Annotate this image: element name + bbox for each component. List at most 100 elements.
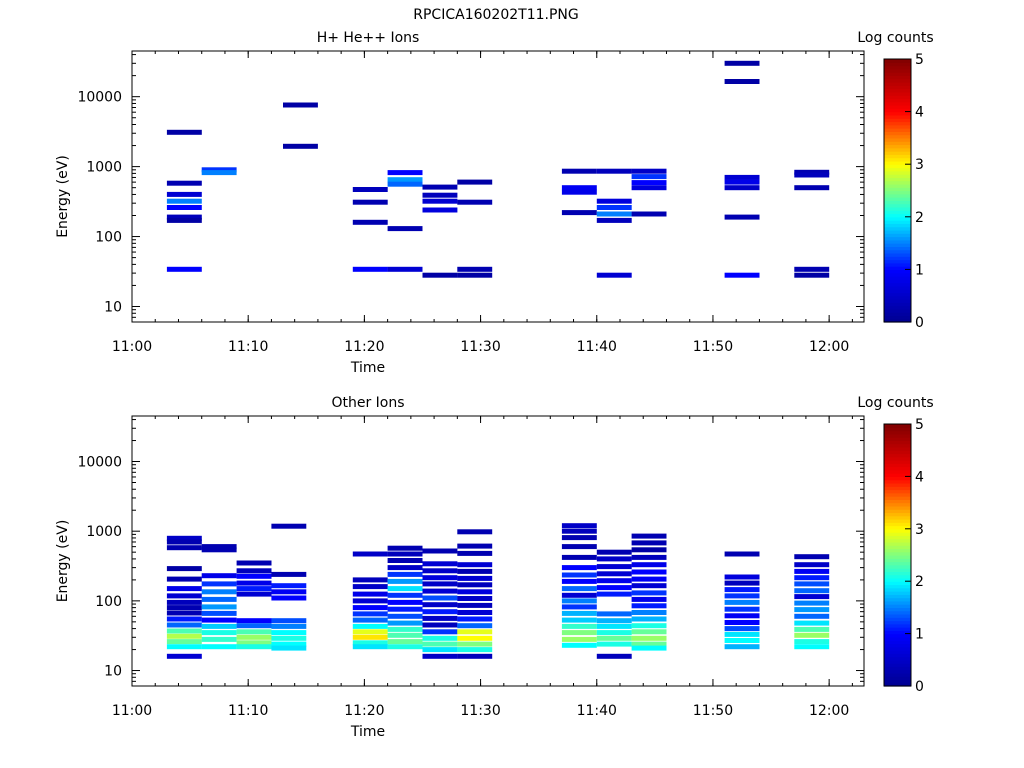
colorbar-step xyxy=(884,568,911,572)
heatmap-cell xyxy=(352,611,388,617)
colorbar-step xyxy=(884,183,911,188)
heatmap-cell xyxy=(387,558,423,563)
colorbar-step xyxy=(884,262,911,267)
colorbar-tick-label: 4 xyxy=(915,105,924,121)
heatmap-cell xyxy=(724,599,760,605)
figure-title: RPCICA160202T11.PNG xyxy=(413,7,578,23)
heatmap-cell xyxy=(794,588,830,594)
heatmap-cell xyxy=(387,226,423,232)
colorbar-step xyxy=(884,630,911,635)
heatmap-cell xyxy=(166,605,202,611)
heatmap-cell xyxy=(724,631,760,637)
heatmap-cell xyxy=(724,644,760,650)
colorbar-step xyxy=(884,682,911,687)
x-tick-label: 11:20 xyxy=(344,339,384,355)
x-tick-label: 11:50 xyxy=(693,339,733,355)
heatmap-cell xyxy=(457,582,493,588)
colorbar-step xyxy=(884,239,911,244)
heatmap-cell xyxy=(794,600,830,606)
heatmap-cell xyxy=(596,641,632,647)
heatmap-cell xyxy=(387,571,423,577)
heatmap-cell xyxy=(387,551,423,557)
heatmap-cell xyxy=(561,636,597,642)
colorbar-step xyxy=(884,124,911,129)
heatmap-cell xyxy=(422,609,458,615)
heatmap-cell xyxy=(236,640,272,646)
heatmap-cell xyxy=(596,585,632,591)
heatmap-cell xyxy=(201,544,237,550)
colorbar-step xyxy=(884,555,911,559)
heatmap-cell xyxy=(236,560,272,566)
heatmap-cell xyxy=(422,647,458,653)
colorbar-step xyxy=(884,440,911,445)
heatmap-cell xyxy=(596,591,632,597)
heatmap-cell xyxy=(596,630,632,636)
heatmap-cell xyxy=(236,629,272,635)
heatmap-cell xyxy=(352,584,388,590)
heatmap-cell xyxy=(201,170,237,176)
heatmap-cell xyxy=(794,632,830,638)
heatmap-cell xyxy=(283,143,318,149)
colorbar-step xyxy=(884,545,911,550)
colorbar-step xyxy=(884,134,911,139)
heatmap-cell xyxy=(724,574,760,580)
colorbar-step xyxy=(884,121,911,126)
colorbar: 0 1 2 3 4 5 Log counts xyxy=(857,30,933,331)
heatmap-cell xyxy=(596,168,632,174)
heatmap-cell xyxy=(561,592,597,598)
heatmap-cell xyxy=(387,592,423,598)
heatmap-cell xyxy=(724,638,760,643)
colorbar-step xyxy=(884,101,911,106)
y-axis-label: Energy (eV) xyxy=(55,520,71,603)
heatmap-cell xyxy=(794,626,830,632)
heatmap-cell xyxy=(561,623,597,629)
x-tick-label: 11:30 xyxy=(460,339,500,355)
heatmap-cell xyxy=(387,266,423,272)
colorbar-step xyxy=(884,512,911,517)
colorbar-step xyxy=(884,587,911,592)
heatmap-cell xyxy=(631,616,667,622)
panel-title: H+ He++ Ions xyxy=(317,30,420,46)
heatmap-cell xyxy=(387,578,423,584)
x-tick-label: 11:50 xyxy=(693,703,733,719)
colorbar-step xyxy=(884,584,911,589)
panel-title: Other Ions xyxy=(331,395,404,411)
heatmap-cell xyxy=(631,168,667,174)
colorbar-step xyxy=(884,128,911,132)
colorbar-step xyxy=(884,282,911,287)
colorbar-tick-label: 1 xyxy=(915,262,924,278)
colorbar-step xyxy=(884,649,911,654)
heatmap-cell xyxy=(352,605,388,611)
colorbar-step xyxy=(884,200,911,205)
x-tick-label: 11:00 xyxy=(112,703,152,719)
colorbar-step xyxy=(884,538,911,543)
heatmap-cell xyxy=(271,595,307,601)
heatmap-cell xyxy=(457,647,493,653)
colorbar-step xyxy=(884,275,911,280)
x-tick-label: 11:20 xyxy=(344,703,384,719)
heatmap-cell xyxy=(387,177,423,183)
colorbar-step xyxy=(884,479,911,484)
y-tick-label: 10000 xyxy=(77,90,122,106)
heatmap-cell xyxy=(631,610,667,615)
heatmap-cell xyxy=(422,602,458,608)
heatmap-cell xyxy=(387,639,423,645)
heatmap-cell xyxy=(166,217,202,223)
heatmap-cell xyxy=(724,551,760,557)
heatmap-cell xyxy=(422,568,458,574)
heatmap-cell xyxy=(352,577,388,583)
heatmap-cell xyxy=(271,645,307,651)
colorbar-step xyxy=(884,564,911,569)
heatmap-cell xyxy=(724,174,760,180)
heatmap-cell xyxy=(422,595,458,601)
colorbar-step xyxy=(884,154,911,159)
colorbar-step xyxy=(884,246,911,251)
colorbar-step xyxy=(884,164,911,169)
heatmap-cell xyxy=(387,170,423,176)
colorbar-step xyxy=(884,492,911,497)
heatmap-cell xyxy=(596,549,632,555)
plot-frame xyxy=(131,415,865,687)
heatmap-cell xyxy=(457,616,493,622)
colorbar-step xyxy=(884,216,911,221)
colorbar-step xyxy=(884,233,911,238)
